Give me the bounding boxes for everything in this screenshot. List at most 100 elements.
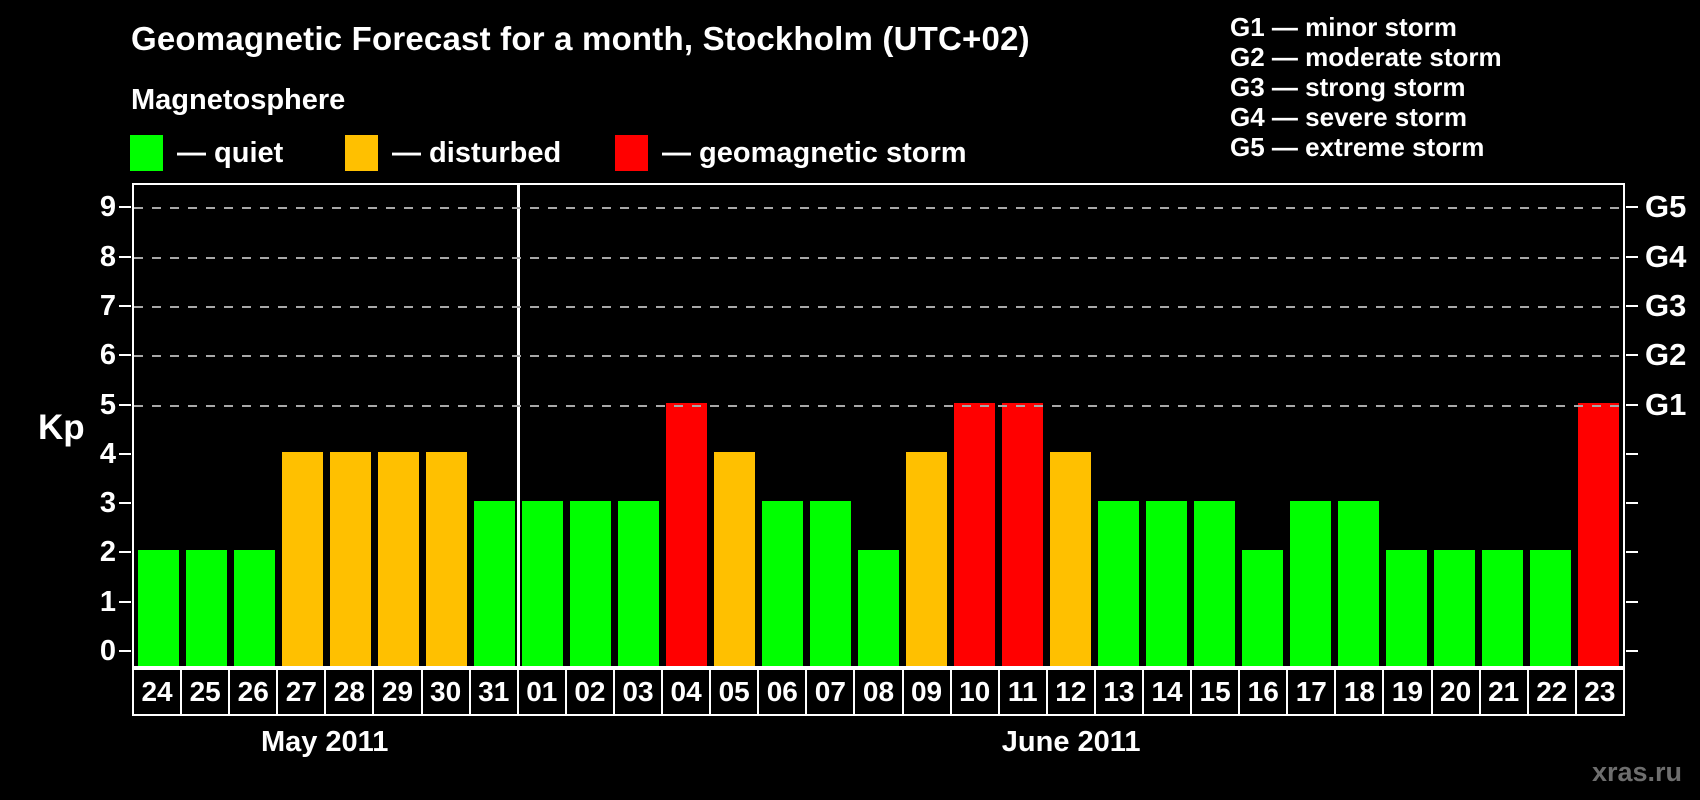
bar-column bbox=[422, 185, 470, 666]
bar-column bbox=[1047, 185, 1095, 666]
bar-column bbox=[903, 185, 951, 666]
left-axis-tick bbox=[119, 304, 131, 307]
g-scale-label-g2: G2 bbox=[1645, 337, 1687, 373]
y-axis-tick-label: 2 bbox=[99, 536, 116, 569]
date-cell: 15 bbox=[1192, 670, 1241, 714]
bar-column bbox=[999, 185, 1047, 666]
gridline-kp5 bbox=[134, 404, 1623, 407]
kp-bar bbox=[1242, 550, 1284, 666]
date-cell: 17 bbox=[1288, 670, 1337, 714]
legend-label: — quiet bbox=[177, 136, 284, 169]
left-axis-tick bbox=[119, 600, 131, 603]
date-cell: 26 bbox=[230, 670, 279, 714]
storm-swatch bbox=[615, 135, 648, 171]
month-label: May 2011 bbox=[260, 726, 389, 758]
bar-column bbox=[1191, 185, 1239, 666]
kp-bar bbox=[281, 451, 323, 666]
date-cell: 08 bbox=[855, 670, 904, 714]
left-axis-tick bbox=[119, 255, 131, 258]
date-cell: 05 bbox=[711, 670, 760, 714]
legend-label: — disturbed bbox=[392, 136, 562, 169]
date-cell: 10 bbox=[952, 670, 1000, 714]
legend-label: — geomagnetic storm bbox=[662, 136, 967, 169]
bar-column bbox=[662, 185, 710, 666]
bar-column bbox=[134, 185, 182, 666]
kp-bar bbox=[809, 501, 851, 666]
legend-item-quiet: — quiet bbox=[130, 135, 283, 171]
disturbed-swatch bbox=[345, 135, 378, 171]
y-axis-tick-label: 4 bbox=[99, 437, 116, 470]
storm-scale-legend-item: G2 — moderate storm bbox=[1230, 42, 1502, 72]
y-axis-tick-label: 6 bbox=[99, 339, 116, 372]
right-axis-tick bbox=[1626, 255, 1638, 258]
storm-scale-legend-item: G1 — minor storm bbox=[1230, 12, 1457, 42]
storm-scale-legend-item: G5 — extreme storm bbox=[1230, 132, 1485, 162]
kp-bar bbox=[233, 550, 275, 666]
bar-column bbox=[614, 185, 662, 666]
left-axis-tick bbox=[119, 354, 131, 357]
kp-bar bbox=[906, 451, 948, 666]
g-scale-label-g3: G3 bbox=[1645, 287, 1687, 323]
date-cell: 20 bbox=[1433, 670, 1481, 714]
magnetosphere-subtitle: Magnetosphere bbox=[131, 84, 346, 116]
y-axis-tick-label: 1 bbox=[99, 585, 116, 618]
date-cell: 01 bbox=[519, 670, 567, 714]
gridline-kp8 bbox=[134, 256, 1623, 259]
kp-bar bbox=[617, 501, 659, 666]
kp-bar bbox=[521, 501, 563, 666]
kp-bar bbox=[1146, 501, 1188, 666]
date-cell: 19 bbox=[1384, 670, 1433, 714]
bar-column bbox=[374, 185, 422, 666]
date-cell: 30 bbox=[423, 670, 471, 714]
kp-bar bbox=[1194, 501, 1236, 666]
right-axis-tick bbox=[1626, 206, 1638, 209]
bar-column bbox=[1239, 185, 1287, 666]
kp-bar bbox=[329, 451, 371, 666]
bar-column bbox=[854, 185, 902, 666]
y-axis-tick-label: 5 bbox=[99, 388, 116, 421]
month-labels: May 2011 June 2011 bbox=[132, 726, 1625, 759]
kp-bar bbox=[1386, 550, 1428, 666]
bar-column bbox=[1575, 185, 1623, 666]
right-axis-tick bbox=[1626, 551, 1638, 554]
bar-column bbox=[951, 185, 999, 666]
kp-bar bbox=[1098, 501, 1140, 666]
kp-bar bbox=[1578, 402, 1620, 666]
bar-column bbox=[1095, 185, 1143, 666]
y-axis-tick-label: 7 bbox=[99, 289, 116, 322]
kp-bar bbox=[425, 451, 467, 666]
kp-bar bbox=[1434, 550, 1476, 666]
y-axis-tick-label: 8 bbox=[99, 240, 116, 273]
month-separator-line bbox=[517, 185, 521, 666]
bar-column bbox=[1335, 185, 1383, 666]
date-cell: 18 bbox=[1336, 670, 1385, 714]
date-cell: 03 bbox=[615, 670, 664, 714]
right-axis-tick bbox=[1626, 354, 1638, 357]
chart-title: Geomagnetic Forecast for a month, Stockh… bbox=[131, 20, 1030, 57]
legend-item-disturbed: — disturbed bbox=[345, 135, 561, 171]
storm-scale-legend: G1 — minor storm G2 — moderate storm G3 — … bbox=[1230, 12, 1502, 162]
quiet-swatch bbox=[130, 135, 163, 171]
date-cell: 22 bbox=[1529, 670, 1577, 714]
kp-bar bbox=[1050, 451, 1092, 666]
right-axis-tick bbox=[1626, 403, 1638, 406]
right-axis-tick bbox=[1626, 502, 1638, 505]
g-scale-label-g5: G5 bbox=[1645, 189, 1687, 225]
bar-column bbox=[326, 185, 374, 666]
date-cell: 12 bbox=[1048, 670, 1096, 714]
storm-scale-legend-item: G3 — strong storm bbox=[1230, 72, 1466, 102]
right-axis-tick bbox=[1626, 452, 1638, 455]
date-cell: 11 bbox=[1000, 670, 1048, 714]
date-cell: 24 bbox=[134, 670, 183, 714]
right-axis-tick bbox=[1626, 650, 1638, 652]
date-cell: 29 bbox=[374, 670, 423, 714]
bar-column bbox=[1143, 185, 1191, 666]
bar-series bbox=[134, 185, 1623, 666]
right-axis-tick bbox=[1626, 304, 1638, 307]
date-cell: 31 bbox=[471, 670, 519, 714]
date-cell: 28 bbox=[326, 670, 375, 714]
kp-bar bbox=[1482, 550, 1524, 666]
kp-bar bbox=[761, 501, 803, 666]
